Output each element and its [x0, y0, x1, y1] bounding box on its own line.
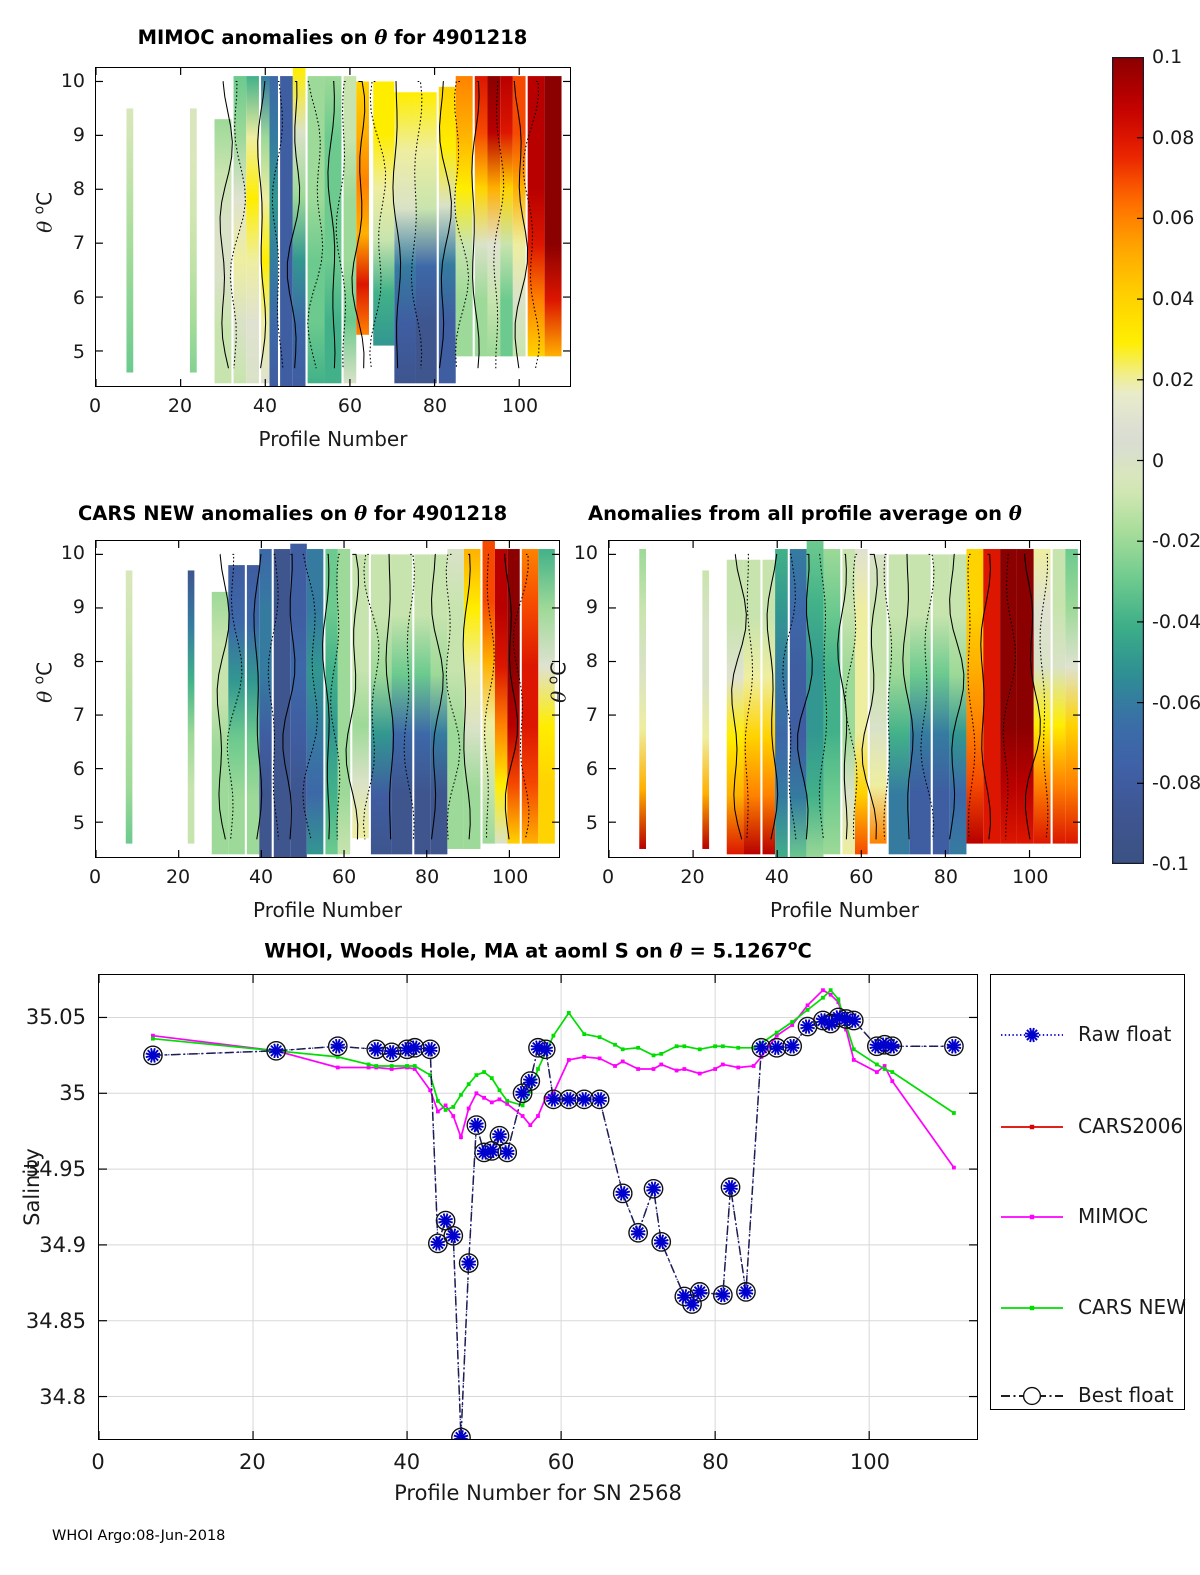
bottom-title-theta: θ	[669, 939, 683, 963]
salinity-series-surface	[99, 975, 977, 1439]
colorbar-tick-label: -0.08	[1152, 772, 1200, 795]
top-panel-xlabel: Profile Number	[258, 427, 408, 451]
midright-title-pre: Anomalies from all profile average on	[588, 502, 1009, 525]
axis-tickmarks	[96, 541, 559, 857]
axis-tickmarks	[609, 541, 1080, 857]
colorbar-container[interactable]	[1112, 57, 1144, 864]
top-title-post: for 4901218	[387, 26, 528, 49]
series-legend[interactable]	[990, 974, 1185, 1410]
cars-new-heatmap-surface	[125, 541, 555, 857]
figure-footer: WHOI Argo:08-Jun-2018	[52, 1528, 226, 1544]
profile-average-anomalies-plot[interactable]	[608, 540, 1081, 858]
legend-entry-label[interactable]: CARS2006	[1078, 1114, 1184, 1138]
colorbar-tick-label: 0.1	[1152, 46, 1183, 68]
colorbar-tick-label: 0.06	[1152, 207, 1195, 230]
bottom-title-post-b: C	[797, 939, 812, 963]
midleft-panel-xlabel: Profile Number	[253, 898, 402, 922]
colorbar-tick-label: -0.02	[1152, 530, 1200, 553]
bottom-panel-xlabel: Profile Number for SN 2568	[394, 1481, 682, 1505]
mimoc-anomalies-plot[interactable]	[95, 67, 571, 387]
midleft-title-pre: CARS NEW anomalies on	[78, 502, 355, 525]
bottom-title-post-a: = 5.1267	[682, 939, 788, 963]
midright-panel-xlabel: Profile Number	[770, 898, 919, 922]
midright-title-theta: θ	[1008, 502, 1022, 525]
profile-average-heatmap-surface	[639, 541, 1078, 857]
colorbar-tick-label: -0.1	[1152, 853, 1190, 875]
midright-panel-title: Anomalies from all profile average on θ	[588, 502, 1100, 525]
colorbar-tick-label: 0.02	[1152, 368, 1195, 391]
colorbar-tick-label: 0.04	[1152, 288, 1195, 311]
top-title-theta: θ	[374, 26, 388, 49]
axis-tickmarks	[96, 68, 570, 386]
top-panel-title: MIMOC anomalies on θ for 4901218	[95, 26, 570, 49]
legend-entry-label[interactable]: Raw float	[1078, 1022, 1172, 1046]
midleft-panel-title: CARS NEW anomalies on θ for 4901218	[78, 502, 588, 525]
colorbar-tick-label: 0.08	[1152, 126, 1195, 149]
midleft-title-post: for 4901218	[367, 502, 508, 525]
colorbar-tick-label: -0.04	[1152, 610, 1200, 633]
top-title-pre: MIMOC anomalies on	[137, 26, 375, 49]
midleft-title-theta: θ	[354, 502, 368, 525]
colorbar-gradient	[1112, 57, 1144, 864]
bottom-panel-title: WHOI, Woods Hole, MA at aoml S on θ = 5.…	[98, 938, 978, 963]
legend-entry-label[interactable]: Best float	[1078, 1383, 1174, 1407]
cars-new-anomalies-plot[interactable]	[95, 540, 560, 858]
bottom-title-degree: o	[787, 938, 798, 954]
salinity-timeseries-plot[interactable]	[98, 974, 978, 1440]
mimoc-heatmap-surface	[126, 68, 562, 386]
legend-sample-lines	[1001, 1027, 1063, 1406]
colorbar-tick-label: -0.06	[1152, 691, 1200, 714]
legend-entry-label[interactable]: MIMOC	[1078, 1204, 1149, 1228]
colorbar-tick-label: 0	[1152, 449, 1165, 472]
bottom-title-pre: WHOI, Woods Hole, MA at aoml S on	[264, 939, 670, 963]
legend-entry-label[interactable]: CARS NEW	[1078, 1295, 1186, 1319]
